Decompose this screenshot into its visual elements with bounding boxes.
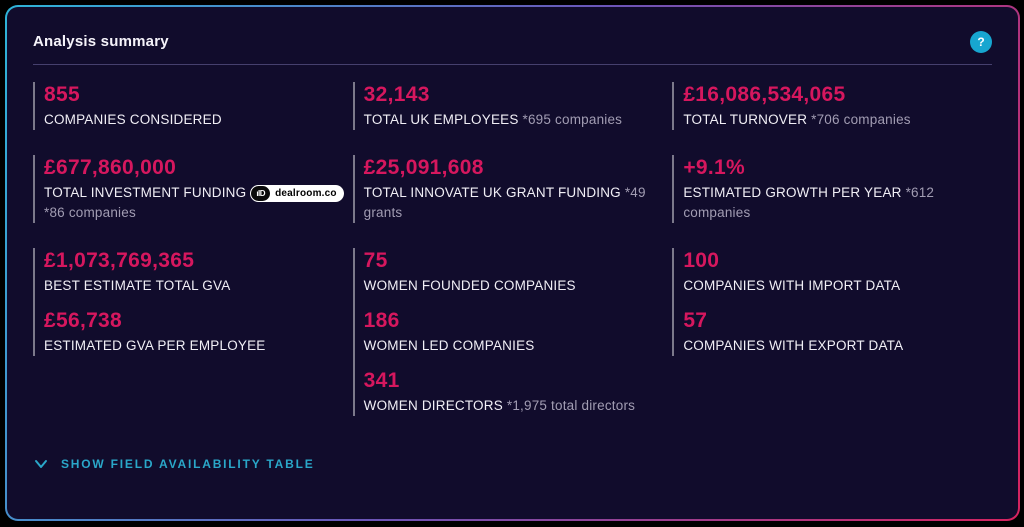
stat: 855 COMPANIES CONSIDERED [44, 82, 353, 130]
stat-value: 57 [683, 309, 708, 332]
toggle-label: SHOW FIELD AVAILABILITY TABLE [61, 457, 315, 471]
stat-value: £25,091,608 [363, 156, 484, 179]
dealroom-badge[interactable]: ılD dealroom.co [250, 184, 344, 202]
stat-note: *86 companies [44, 205, 136, 220]
stat-label: COMPANIES CONSIDERED [44, 112, 222, 127]
dealroom-badge-label: dealroom.co [275, 187, 337, 199]
stat-value: +9.1% [683, 156, 745, 179]
stat-note: *1,975 total directors [506, 398, 636, 413]
stat: 100 COMPANIES WITH IMPORT DATA [683, 248, 992, 296]
show-field-availability-toggle[interactable]: SHOW FIELD AVAILABILITY TABLE [33, 456, 315, 472]
stat-label: TOTAL INNOVATE UK GRANT FUNDING *49 gran… [363, 185, 646, 220]
stat: £677,860,000 TOTAL INVESTMENT FUNDING ılD… [44, 155, 353, 223]
stat-note: *706 companies [811, 112, 911, 127]
stat-label: WOMEN DIRECTORS *1,975 total directors [363, 398, 636, 413]
analysis-summary-panel-border: Analysis summary ? 855 COMPANIES CONSIDE… [5, 5, 1020, 521]
stats-grid: 855 COMPANIES CONSIDERED 32,143 TOTAL UK… [33, 82, 992, 416]
stat-group-innovate-uk-grant: £25,091,608 TOTAL INNOVATE UK GRANT FUND… [352, 155, 673, 223]
stat-group-investment-funding: £677,860,000 TOTAL INVESTMENT FUNDING ılD… [33, 155, 353, 223]
dealroom-logo-icon: ılD [251, 185, 271, 201]
stat-value: £677,860,000 [44, 156, 177, 179]
stat-label: COMPANIES WITH EXPORT DATA [683, 338, 904, 353]
stat-label: TOTAL INVESTMENT FUNDING ılD dealroom.co *… [44, 183, 353, 223]
stat: 186 WOMEN LED COMPANIES [364, 308, 673, 356]
stat: 32,143 TOTAL UK EMPLOYEES *695 companies [364, 82, 673, 130]
stat-label: WOMEN FOUNDED COMPANIES [363, 278, 576, 293]
stat-group-trade-data: 100 COMPANIES WITH IMPORT DATA 57 COMPAN… [672, 248, 992, 356]
chevron-down-icon [33, 456, 49, 472]
stat-label: TOTAL TURNOVER *706 companies [683, 112, 911, 127]
stat-value: 100 [683, 249, 720, 272]
stat-group-total-turnover: £16,086,534,065 TOTAL TURNOVER *706 comp… [672, 82, 992, 130]
stat-value: 32,143 [363, 83, 430, 106]
stat: 75 WOMEN FOUNDED COMPANIES [364, 248, 673, 296]
analysis-summary-panel: Analysis summary ? 855 COMPANIES CONSIDE… [7, 7, 1018, 519]
stat-group-uk-employees: 32,143 TOTAL UK EMPLOYEES *695 companies [352, 82, 673, 130]
stat: £56,738 ESTIMATED GVA PER EMPLOYEE [44, 308, 353, 356]
stat-note: *612 companies [683, 185, 935, 220]
stat-label: COMPANIES WITH IMPORT DATA [683, 278, 901, 293]
stat-note: *49 grants [363, 185, 646, 220]
title-divider [33, 64, 992, 65]
stat: 57 COMPANIES WITH EXPORT DATA [683, 308, 992, 356]
stat-value: £1,073,769,365 [44, 249, 195, 272]
stat: £1,073,769,365 BEST ESTIMATE TOTAL GVA [44, 248, 353, 296]
page-title: Analysis summary [33, 33, 169, 50]
stat-value: £16,086,534,065 [683, 83, 846, 106]
stat: £16,086,534,065 TOTAL TURNOVER *706 comp… [683, 82, 992, 130]
stat-group-gva: £1,073,769,365 BEST ESTIMATE TOTAL GVA £… [33, 248, 353, 356]
stat-value: 186 [363, 309, 400, 332]
stat-value: 341 [363, 369, 400, 392]
stat-label: BEST ESTIMATE TOTAL GVA [44, 278, 231, 293]
stat-label: TOTAL UK EMPLOYEES *695 companies [363, 112, 623, 127]
stat: 341 WOMEN DIRECTORS *1,975 total directo… [364, 368, 673, 416]
stat-label: ESTIMATED GVA PER EMPLOYEE [44, 338, 266, 353]
stat-value: £56,738 [44, 309, 123, 332]
stat-label: WOMEN LED COMPANIES [363, 338, 535, 353]
stat-value: 75 [363, 249, 388, 272]
question-mark-icon: ? [977, 35, 985, 49]
stat: +9.1% ESTIMATED GROWTH PER YEAR *612 com… [683, 155, 992, 223]
stat-note: *695 companies [522, 112, 623, 127]
stat-group-companies-considered: 855 COMPANIES CONSIDERED [33, 82, 353, 130]
stat-label: ESTIMATED GROWTH PER YEAR *612 companies [683, 185, 935, 220]
help-button[interactable]: ? [970, 31, 992, 53]
stat-group-women: 75 WOMEN FOUNDED COMPANIES 186 WOMEN LED… [352, 248, 673, 416]
stat-value: 855 [44, 83, 80, 106]
stat: £25,091,608 TOTAL INNOVATE UK GRANT FUND… [364, 155, 673, 223]
stat-group-estimated-growth: +9.1% ESTIMATED GROWTH PER YEAR *612 com… [672, 155, 992, 223]
